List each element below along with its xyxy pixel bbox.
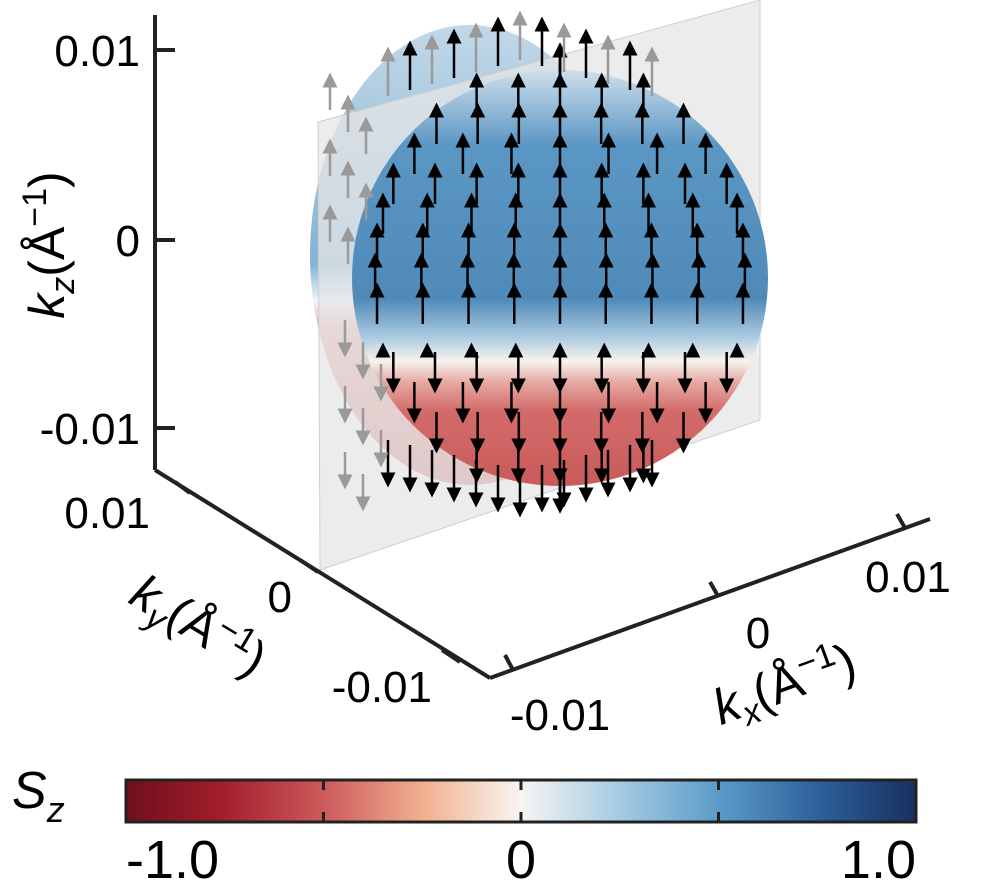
x-axis-label: kx(Å−1) xyxy=(704,630,865,742)
y-label-unit: (Å xyxy=(157,585,229,659)
z-tick-label: 0 xyxy=(116,217,140,266)
y-tick-label: 0 xyxy=(268,573,292,622)
z-axis-label: kz(Å−1) xyxy=(16,171,82,318)
colorbar-label-sub: z xyxy=(46,789,65,830)
z-tick-label: -0.01 xyxy=(40,405,140,454)
z-label-k: k xyxy=(19,291,75,319)
x-tick-label: -0.01 xyxy=(510,691,610,740)
x-axis-line xyxy=(489,517,931,680)
z-label-close: ) xyxy=(19,171,75,188)
svg-text:ky(Å−1): ky(Å−1) xyxy=(118,561,278,694)
y-tick-label: 0.01 xyxy=(64,489,150,538)
x-tick-mark xyxy=(503,654,515,671)
z-label-sub: z xyxy=(44,277,82,295)
axes xyxy=(153,15,931,680)
colorbar-tick-label: -1.0 xyxy=(126,830,219,890)
y-axis-label: ky(Å−1) xyxy=(118,561,278,694)
y-tick-mark xyxy=(298,558,320,574)
x-tick-mark xyxy=(895,513,907,529)
x-ticks xyxy=(503,513,907,671)
colorbar-label: Sz xyxy=(12,762,65,830)
colorbar-label-s: S xyxy=(12,762,47,820)
colorbar-tick-label: 1.0 xyxy=(841,830,916,890)
z-ticks xyxy=(155,48,175,430)
y-tick-mark xyxy=(440,648,462,664)
svg-text:kz(Å−1): kz(Å−1) xyxy=(16,171,82,318)
spin-arrows xyxy=(322,10,753,518)
y-tick-label: -0.01 xyxy=(332,663,432,712)
colorbar-tick-label: 0 xyxy=(506,830,536,890)
x-tick-label: 0 xyxy=(746,609,770,658)
colorbar-ticks xyxy=(124,780,918,822)
x-tick-label: 0.01 xyxy=(865,553,951,602)
z-label-exp: −1 xyxy=(16,188,54,227)
z-tick-label: 0.01 xyxy=(54,27,140,76)
svg-text:kx(Å−1): kx(Å−1) xyxy=(704,630,865,742)
x-tick-mark xyxy=(708,581,720,597)
z-label-unit: (Å xyxy=(19,226,75,277)
y-ticks xyxy=(173,480,462,664)
y-axis-line xyxy=(153,468,492,680)
y-tick-mark xyxy=(173,480,192,495)
